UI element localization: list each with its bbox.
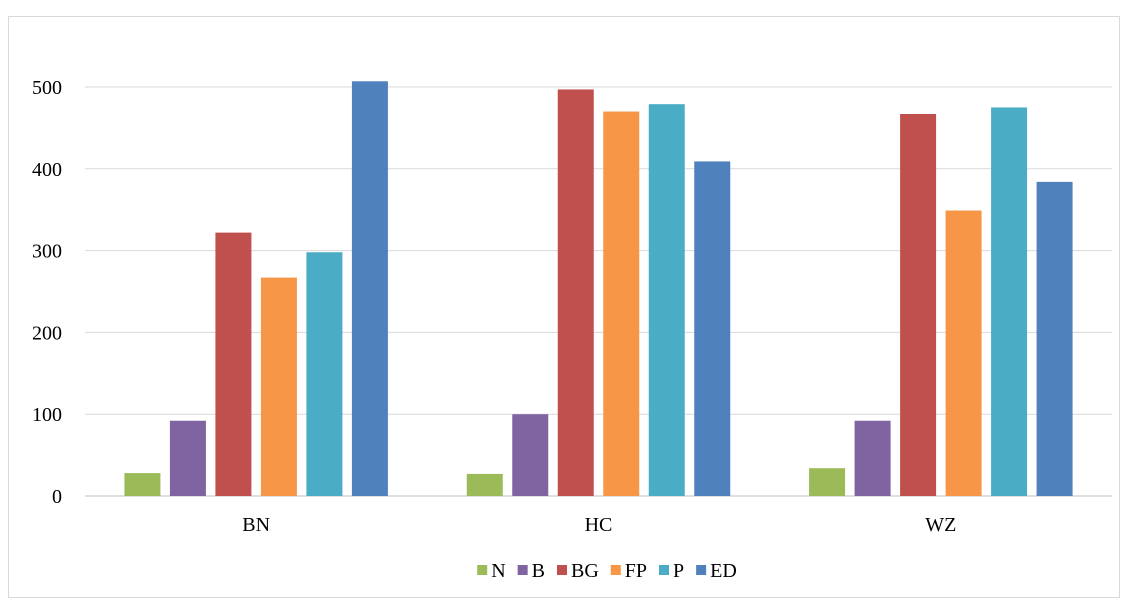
y-tick-label: 100 [32, 404, 62, 426]
y-axis-ticks: 0 100 200 300 400 500 [32, 77, 62, 508]
y-tick-label: 300 [32, 241, 62, 263]
y-tick-label: 500 [32, 77, 62, 99]
bar-HC-ED [694, 161, 731, 497]
legend-label-BG: BG [571, 560, 599, 582]
legend-swatch-BG [556, 565, 567, 575]
legend-label-P: P [673, 560, 684, 582]
bar-HC-FP [603, 111, 640, 496]
legend-label-B: B [532, 560, 545, 582]
bar-WZ-FP [945, 210, 982, 496]
bar-WZ-P [991, 107, 1028, 496]
x-axis-ticks: BN HC WZ [242, 514, 956, 536]
bar-HC-N [466, 473, 503, 496]
x-tick-label: WZ [925, 514, 956, 536]
bar-WZ-B [854, 420, 891, 496]
legend-swatch-N [477, 565, 488, 575]
legend-label-ED: ED [710, 560, 737, 582]
bar-WZ-BG [900, 113, 937, 496]
bar-HC-BG [557, 89, 594, 496]
bar-BN-FP [260, 277, 297, 496]
bars [124, 81, 1073, 497]
legend-swatch-B [517, 565, 528, 575]
legend-label-FP: FP [625, 560, 647, 582]
bar-BN-N [124, 473, 161, 496]
legend-swatch-FP [610, 565, 621, 575]
x-tick-label: BN [242, 514, 270, 536]
bar-WZ-N [809, 468, 846, 496]
bar-BN-P [306, 252, 343, 496]
bar-BN-ED [351, 81, 388, 497]
y-tick-label: 0 [52, 486, 62, 508]
y-tick-label: 400 [32, 159, 62, 181]
bar-BN-BG [215, 232, 252, 496]
legend: N B BG FP P ED [477, 560, 737, 582]
bar-BN-B [169, 420, 206, 496]
bar-WZ-ED [1036, 181, 1073, 496]
y-tick-label: 200 [32, 322, 62, 344]
bar-HC-P [648, 104, 685, 496]
bar-HC-B [512, 414, 549, 496]
legend-label-N: N [491, 560, 505, 582]
legend-swatch-P [659, 565, 670, 575]
x-tick-label: HC [585, 514, 613, 536]
gridlines [85, 86, 1112, 497]
legend-swatch-ED [696, 565, 707, 575]
